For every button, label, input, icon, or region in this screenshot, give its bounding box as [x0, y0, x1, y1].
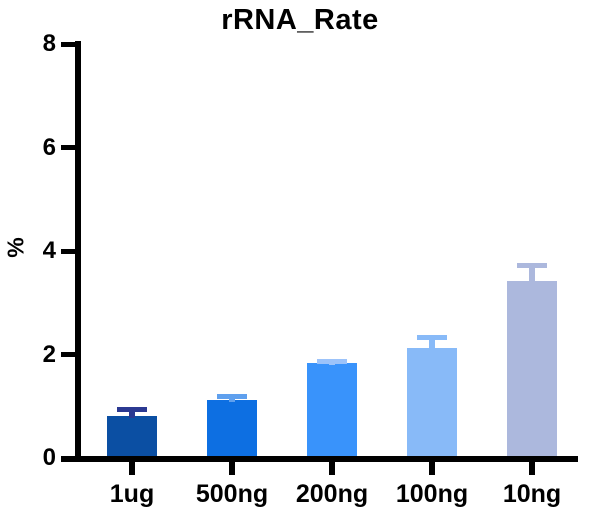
y-tick — [61, 248, 75, 254]
bar — [107, 415, 157, 459]
bar — [307, 362, 357, 459]
error-bar-cap — [417, 335, 447, 341]
y-tick-label: 4 — [42, 237, 56, 264]
x-tick — [229, 462, 235, 475]
error-bar-cap — [517, 263, 547, 269]
y-tick-label: 6 — [42, 133, 56, 161]
y-tick-label: 8 — [42, 30, 56, 57]
error-bar-cap — [117, 406, 147, 412]
x-tick-label: 200ng — [295, 480, 369, 508]
y-tick — [61, 455, 75, 461]
y-tick-label: 2 — [42, 340, 56, 368]
error-bar-stem — [529, 265, 535, 283]
x-tick — [429, 462, 435, 475]
x-tick-label: 10ng — [502, 480, 562, 508]
y-tick — [61, 145, 75, 150]
y-axis-line — [75, 41, 81, 462]
x-tick-label: 500ng — [195, 480, 269, 508]
error-bar-cap — [317, 358, 347, 364]
bar — [207, 400, 257, 459]
x-tick — [329, 462, 335, 475]
x-tick — [129, 462, 135, 475]
bar — [407, 348, 457, 459]
chart-title: rRNA_Rate — [221, 4, 379, 36]
y-tick — [61, 352, 75, 357]
y-tick-label: 0 — [42, 444, 56, 471]
bar — [507, 281, 557, 459]
x-tick-label: 1ug — [109, 480, 155, 508]
x-axis-line — [61, 456, 578, 462]
x-tick — [529, 462, 535, 475]
error-bar-stem — [129, 408, 135, 418]
y-tick — [61, 41, 75, 47]
error-bar-cap — [217, 394, 247, 400]
error-bar-stem — [429, 337, 435, 351]
x-tick-label: 100ng — [395, 480, 469, 508]
